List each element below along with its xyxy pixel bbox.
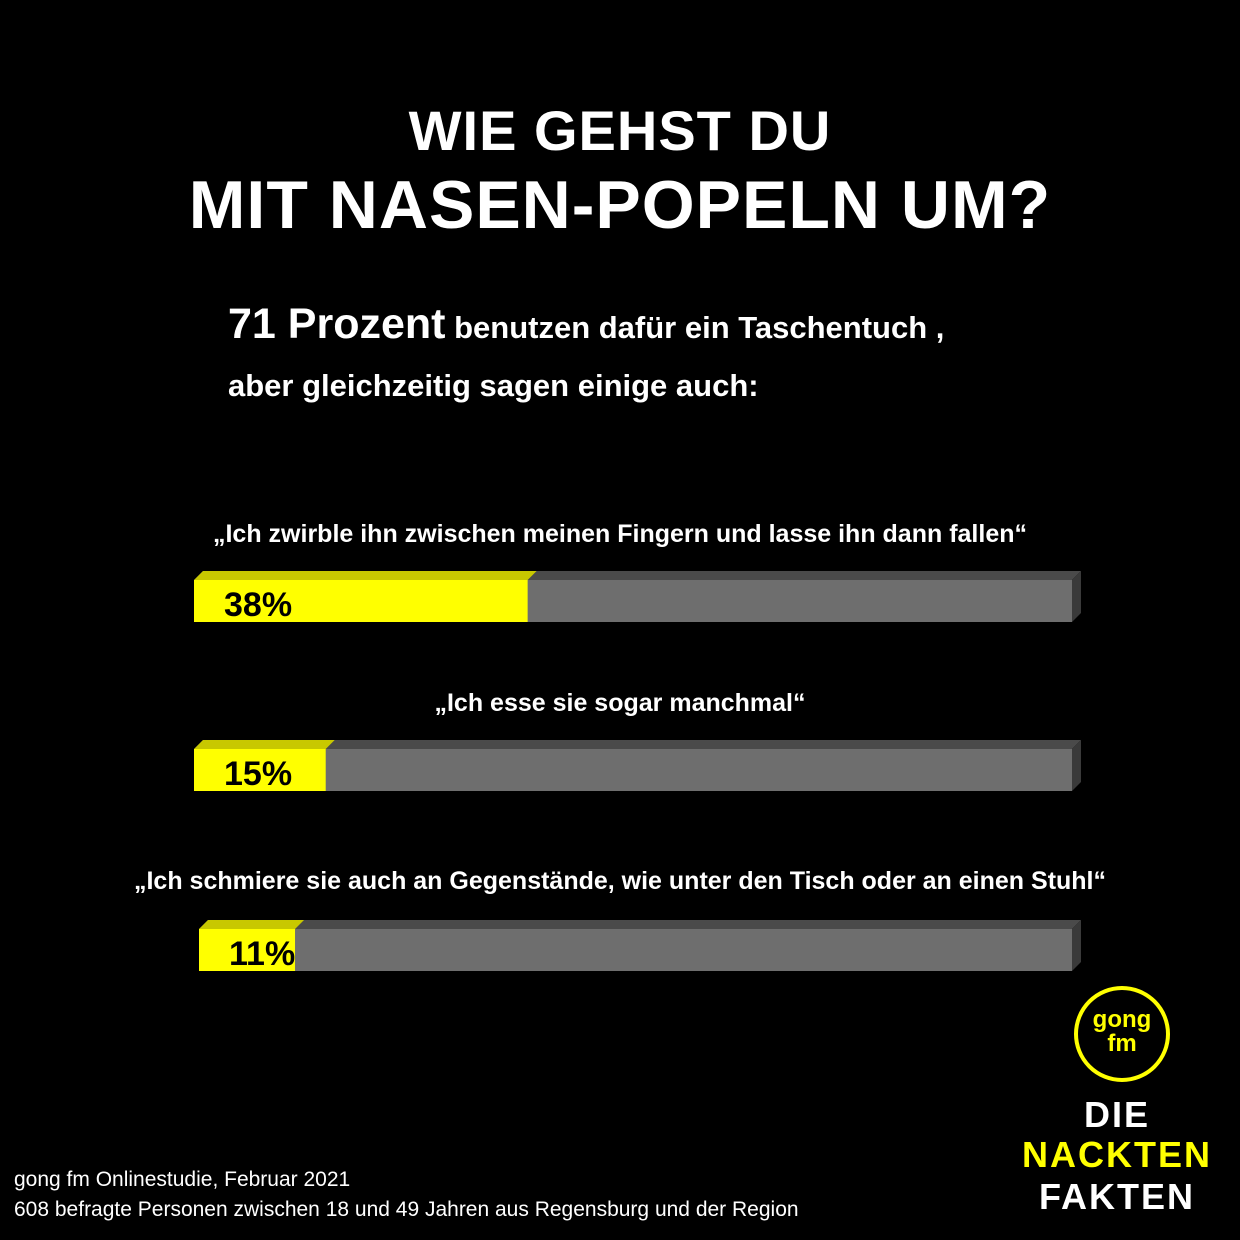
bar-fill-2 xyxy=(194,749,326,791)
bar-track-3 xyxy=(199,929,1072,971)
bar-fill-3 xyxy=(199,929,296,971)
bar-value-label-2: 15% xyxy=(224,755,292,793)
bar-track-side-2 xyxy=(1072,740,1081,791)
bar-label-1: „Ich zwirble ihn zwischen meinen Fingern… xyxy=(212,520,1027,548)
bar-track-top-3 xyxy=(199,920,1081,929)
title-line-1: WIE GEHST DU xyxy=(408,99,832,162)
bar-track-2 xyxy=(194,749,1072,791)
logo-text-gong: gong xyxy=(1092,1006,1152,1033)
intro-rest: benutzen dafür ein Taschentuch , xyxy=(445,310,945,345)
title-line-2: MIT NASEN-POPELN UM? xyxy=(188,167,1052,243)
bar-fill-top-3 xyxy=(199,920,305,929)
source-line-1: gong fm Onlinestudie, Februar 2021 xyxy=(14,1168,351,1191)
source-line-2: 608 befragte Personen zwischen 18 und 49… xyxy=(14,1198,799,1221)
brand-line-3: FAKTEN xyxy=(1039,1176,1195,1217)
intro-highlight: 71 Prozent xyxy=(228,300,446,348)
bar-fill-top-2 xyxy=(194,740,335,749)
gong-fm-logo: gong fm xyxy=(1074,986,1170,1082)
brand-line-1: DIE xyxy=(1083,1094,1150,1135)
bar-value-label-1: 38% xyxy=(224,586,292,624)
bar-track-side-1 xyxy=(1072,571,1081,622)
brand-line-2: NACKTEN xyxy=(1022,1134,1212,1175)
bar-fill-1 xyxy=(194,580,528,622)
bar-value-label-3: 11% xyxy=(229,935,295,973)
bar-label-3: „Ich schmiere sie auch an Gegenstände, w… xyxy=(133,867,1107,895)
bar-label-2: „Ich esse sie sogar manchmal“ xyxy=(434,689,806,717)
logo-text-fm: fm xyxy=(1107,1030,1137,1057)
bar-track-top-2 xyxy=(194,740,1081,749)
bar-fill-top-1 xyxy=(194,571,537,580)
intro-line-1: 71 Prozent benutzen dafür ein Taschentuc… xyxy=(228,300,944,349)
intro-line-2: aber gleichzeitig sagen einige auch: xyxy=(228,368,759,403)
bar-track-side-3 xyxy=(1072,920,1081,971)
